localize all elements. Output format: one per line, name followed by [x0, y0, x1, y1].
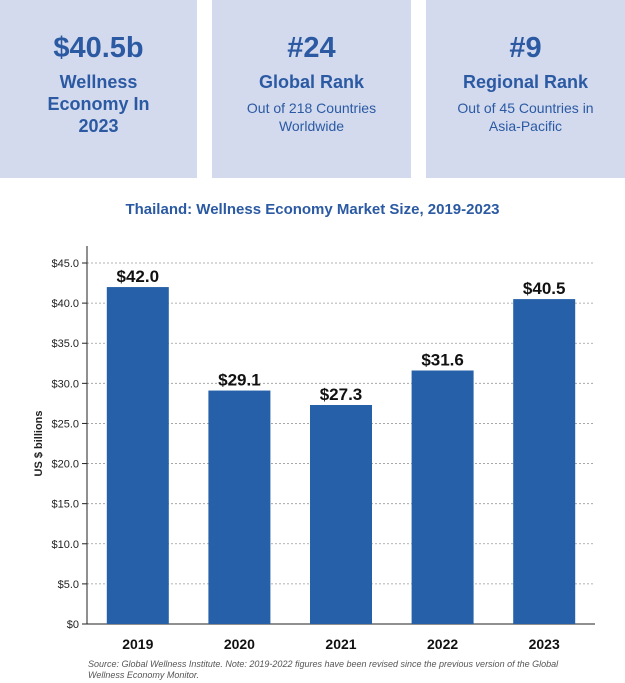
bar: [208, 390, 271, 624]
data-label: $27.3: [320, 385, 363, 404]
bar: [310, 404, 372, 624]
stat-card-global-rank: #24 Global Rank Out of 218 Countries Wor…: [212, 0, 411, 178]
y-tick-label: $45.0: [51, 258, 79, 270]
y-tick-label: $25.0: [51, 418, 79, 430]
y-tick-label: $5.0: [58, 579, 79, 591]
x-tick-label: 2022: [427, 636, 458, 652]
y-tick-label: $30.0: [51, 378, 79, 390]
stat-subtext: Out of 45 Countries in Asia-Pacific: [457, 100, 594, 134]
stat-value: $40.5b: [53, 32, 144, 64]
stat-label: Regional Rank: [462, 72, 589, 92]
data-label: $42.0: [117, 267, 160, 286]
source-note: Source: Global Wellness Institute. Note:…: [88, 659, 559, 680]
y-axis-label: US $ billions: [33, 410, 45, 476]
stat-value: #24: [287, 32, 336, 64]
stat-card-wellness-economy: $40.5b Wellness Economy In 2023: [0, 0, 197, 178]
stat-value: #9: [509, 32, 542, 64]
stat-label: Global Rank: [258, 72, 365, 92]
bar: [513, 299, 576, 624]
stat-subtext: Out of 218 Countries Worldwide: [246, 100, 377, 134]
y-tick-label: $15.0: [51, 499, 79, 511]
data-label: $40.5: [523, 279, 566, 298]
x-tick-label: 2021: [325, 636, 356, 652]
stat-label: Wellness Economy In 2023: [47, 72, 150, 136]
x-tick-label: 2019: [122, 636, 153, 652]
y-tick-label: $35.0: [51, 338, 79, 350]
stat-card-regional-rank: #9 Regional Rank Out of 45 Countries in …: [426, 0, 625, 178]
chart-title: Thailand: Wellness Economy Market Size, …: [125, 201, 500, 218]
x-tick-label: 2020: [224, 636, 255, 652]
bar: [106, 287, 169, 624]
y-tick-label: $20.0: [51, 459, 79, 471]
y-tick-label: $0: [67, 619, 79, 631]
bar: [411, 370, 474, 624]
y-tick-label: $10.0: [51, 539, 79, 551]
data-label: $29.1: [218, 371, 261, 390]
data-label: $31.6: [421, 350, 464, 369]
x-tick-label: 2023: [529, 636, 560, 652]
y-tick-label: $40.0: [51, 298, 79, 310]
